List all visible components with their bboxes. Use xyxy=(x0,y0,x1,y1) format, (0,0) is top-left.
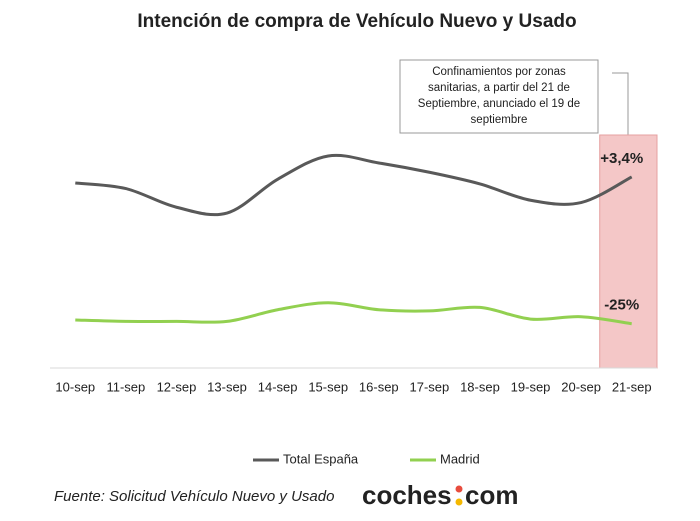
chart-title: Intención de compra de Vehículo Nuevo y … xyxy=(137,11,576,32)
note-bracket xyxy=(612,72,629,135)
note-text: septiembre xyxy=(471,114,528,126)
x-tick-label: 16-sep xyxy=(359,379,399,394)
x-tick-label: 18-sep xyxy=(460,379,500,394)
legend-label: Madrid xyxy=(440,451,480,466)
logo-dot xyxy=(455,485,463,493)
x-tick-label: 14-sep xyxy=(258,379,298,394)
x-tick-label: 21-sep xyxy=(612,379,652,394)
logo-left: coches xyxy=(362,480,452,510)
note-box xyxy=(399,59,599,134)
line xyxy=(75,301,632,326)
annotation: +3,4% xyxy=(600,150,643,167)
logo-right: com xyxy=(465,480,518,510)
note-text: Confinamientos por zonas xyxy=(432,66,566,78)
x-tick-label: 12-sep xyxy=(157,379,197,394)
logo-dot xyxy=(455,498,463,506)
x-tick-label: 10-sep xyxy=(55,379,95,394)
highlight-band xyxy=(599,134,658,369)
line xyxy=(75,153,633,217)
x-tick-label: 19-sep xyxy=(511,379,551,394)
note-text: sanitarias, a partir del 21 de xyxy=(428,82,570,94)
x-tick-label: 13-sep xyxy=(207,379,247,394)
note-text: Septiembre, anunciado el 19 de xyxy=(418,98,580,110)
annotation: -25% xyxy=(604,297,639,314)
x-tick-label: 15-sep xyxy=(308,379,348,394)
x-tick-label: 20-sep xyxy=(561,379,601,394)
x-tick-label: 17-sep xyxy=(410,379,450,394)
source: Fuente: Solicitud Vehículo Nuevo y Usado xyxy=(54,488,334,505)
x-tick-label: 11-sep xyxy=(106,379,145,394)
legend-label: Total España xyxy=(283,451,359,466)
